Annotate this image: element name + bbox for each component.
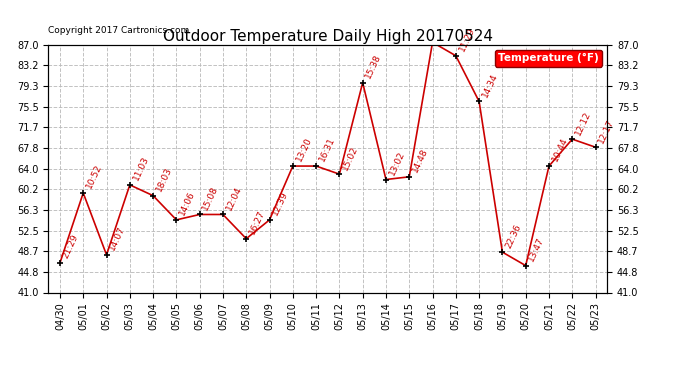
- Text: 11:03: 11:03: [131, 155, 150, 182]
- Text: 12:17: 12:17: [597, 117, 616, 144]
- Text: 12:04: 12:04: [224, 184, 244, 212]
- Text: 16:31: 16:31: [317, 136, 337, 163]
- Text: 15:08: 15:08: [201, 184, 220, 212]
- Text: 10:44: 10:44: [551, 136, 569, 163]
- Text: 15:02: 15:02: [341, 144, 359, 171]
- Text: 14:48: 14:48: [411, 147, 430, 174]
- Title: Outdoor Temperature Daily High 20170524: Outdoor Temperature Daily High 20170524: [163, 29, 493, 44]
- Text: 15:38: 15:38: [364, 53, 383, 80]
- Text: 10:52: 10:52: [85, 163, 104, 190]
- Text: 22:36: 22:36: [504, 222, 523, 249]
- Text: 14:06: 14:06: [178, 190, 197, 217]
- Text: 18:03: 18:03: [155, 166, 174, 193]
- Text: 12:39: 12:39: [271, 190, 290, 217]
- Text: 14:34: 14:34: [480, 72, 500, 99]
- Text: 13:47: 13:47: [527, 236, 546, 263]
- Text: Copyright 2017 Cartronics.com: Copyright 2017 Cartronics.com: [48, 26, 190, 35]
- Text: 11:29: 11:29: [457, 26, 476, 53]
- Text: 16:45: 16:45: [0, 374, 1, 375]
- Text: 12:12: 12:12: [573, 110, 593, 136]
- Text: 21:29: 21:29: [61, 233, 80, 260]
- Text: 13:02: 13:02: [387, 150, 406, 177]
- Legend: Temperature (°F): Temperature (°F): [495, 50, 602, 66]
- Text: 16:27: 16:27: [248, 209, 266, 236]
- Text: 13:20: 13:20: [294, 136, 313, 163]
- Text: 14:07: 14:07: [108, 225, 127, 252]
